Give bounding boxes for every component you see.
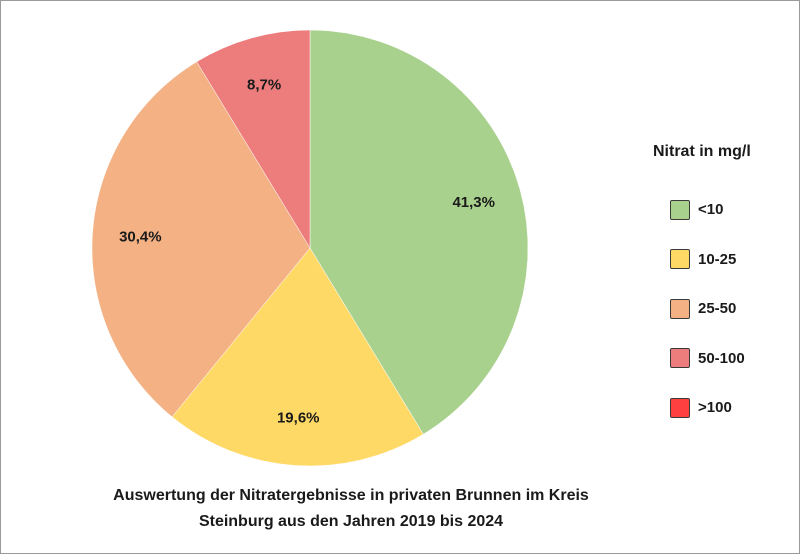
legend-swatch-lt10 [670, 199, 690, 220]
legend-swatch-10-25 [670, 249, 690, 270]
pie-slice-lt10 [309, 29, 529, 435]
pie-slice-10-25 [171, 247, 424, 467]
slice-label-50-100: 8,7% [247, 76, 281, 93]
chart-title: Auswertung der Nitratergebnisse in priva… [61, 483, 641, 535]
legend-swatch-gt100 [670, 397, 690, 418]
legend: Nitrat in mg/l <10 10-25 25-50 50-100 >1… [641, 143, 791, 433]
chart-title-line-2: Steinburg aus den Jahren 2019 bis 2024 [198, 513, 504, 530]
pie-slice-25-50 [91, 61, 311, 418]
legend-label-10-25: 10-25 [698, 250, 737, 268]
slice-label-10-25: 19,6% [277, 410, 320, 427]
slice-label-25-50: 30,4% [119, 228, 162, 245]
legend-label-lt10: <10 [698, 201, 724, 219]
legend-swatch-25-50 [670, 298, 690, 319]
legend-item-gt100: >100 [670, 383, 791, 433]
legend-label-50-100: 50-100 [698, 349, 745, 367]
chart-title-line-1: Auswertung der Nitratergebnisse in priva… [113, 487, 589, 504]
slice-label-lt10: 41,3% [452, 194, 495, 211]
legend-item-50-100: 50-100 [670, 334, 791, 384]
legend-item-lt10: <10 [670, 185, 791, 235]
legend-label-gt100: >100 [698, 399, 732, 417]
pie-slice-50-100 [196, 29, 311, 249]
legend-swatch-50-100 [670, 348, 690, 369]
legend-title: Nitrat in mg/l [653, 143, 751, 160]
legend-label-25-50: 25-50 [698, 300, 737, 318]
legend-item-10-25: 10-25 [670, 235, 791, 285]
legend-item-25-50: 25-50 [670, 284, 791, 334]
